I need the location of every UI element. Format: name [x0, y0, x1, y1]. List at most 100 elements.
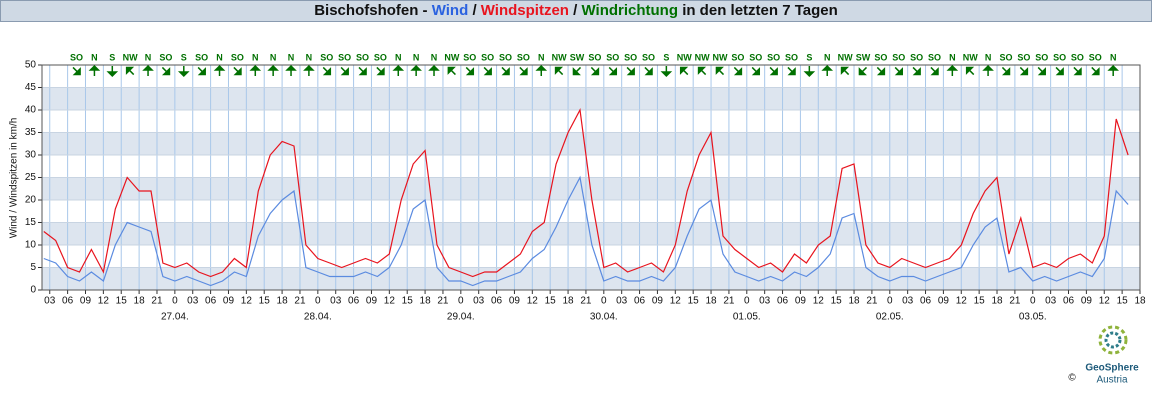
title-separator: /	[573, 2, 578, 19]
direction-arrow	[465, 66, 475, 76]
x-tick-label: 18	[277, 296, 289, 307]
x-tick-label: 21	[723, 296, 735, 307]
direction-arrow	[322, 66, 332, 76]
direction-label: N	[395, 52, 402, 62]
title-text: Bischofshofen -	[314, 2, 428, 19]
direction-label: SO	[195, 52, 208, 62]
direction-arrow	[392, 64, 405, 76]
direction-label: SO	[1089, 52, 1102, 62]
x-tick-label: 21	[1009, 296, 1021, 307]
direction-label: SO	[874, 52, 887, 62]
chart-title: Bischofshofen - Wind / Windspitzen / Win…	[0, 0, 1152, 22]
x-tick-label: 0	[315, 296, 321, 307]
day-label: 01.05.	[733, 312, 761, 323]
direction-arrow	[447, 66, 456, 76]
direction-arrow	[285, 64, 297, 76]
x-tick-label: 09	[795, 296, 807, 307]
copyright: ©	[1068, 373, 1076, 384]
direction-label: SO	[481, 52, 494, 62]
direction-label: N	[91, 52, 98, 62]
direction-arrow	[751, 66, 761, 76]
x-tick-label: 12	[956, 296, 968, 307]
day-label: 02.05.	[876, 312, 904, 323]
direction-arrow	[267, 64, 279, 76]
x-tick-label: 06	[1063, 296, 1075, 307]
direction-arrow	[501, 66, 510, 76]
y-tick-label: 5	[30, 262, 36, 273]
direction-arrow	[626, 66, 635, 76]
logo-mark	[1098, 325, 1128, 355]
direction-arrow	[358, 66, 367, 76]
x-tick-label: 12	[241, 296, 253, 307]
x-tick-label: 03	[616, 296, 628, 307]
direction-label: NW	[677, 52, 692, 62]
x-tick-label: 0	[601, 296, 607, 307]
x-tick-label: 15	[1117, 296, 1129, 307]
x-tick-label: 18	[420, 296, 432, 307]
direction-arrow	[410, 64, 422, 76]
direction-arrow	[554, 66, 564, 76]
direction-arrow	[644, 66, 653, 76]
direction-arrow	[1107, 64, 1120, 76]
direction-label: N	[824, 52, 831, 62]
direction-label: N	[288, 52, 295, 62]
direction-label: SO	[1035, 52, 1048, 62]
direction-label: NW	[123, 52, 138, 62]
direction-arrow	[679, 66, 689, 76]
direction-label: N	[538, 52, 545, 62]
direction-label: SO	[785, 52, 798, 62]
direction-arrow	[483, 66, 492, 76]
day-label: 03.05.	[1019, 312, 1047, 323]
direction-label: SO	[231, 52, 244, 62]
direction-label: SO	[624, 52, 637, 62]
direction-label: N	[270, 52, 277, 62]
x-tick-label: 06	[634, 296, 646, 307]
day-label: 29.04.	[447, 312, 475, 323]
direction-arrow	[821, 64, 834, 76]
y-tick-label: 45	[25, 82, 37, 93]
direction-arrow	[912, 66, 921, 76]
direction-label: NW	[444, 52, 459, 62]
day-label: 27.04.	[161, 312, 189, 323]
x-tick-label: 09	[652, 296, 664, 307]
x-tick-label: 12	[527, 296, 539, 307]
direction-arrow	[715, 66, 725, 76]
direction-arrow	[660, 66, 673, 78]
x-tick-label: 18	[705, 296, 717, 307]
direction-arrow	[249, 64, 262, 76]
direction-label: SO	[642, 52, 655, 62]
x-tick-label: 15	[259, 296, 271, 307]
band	[42, 132, 1140, 155]
direction-label: S	[109, 52, 115, 62]
day-label: 30.04.	[590, 312, 618, 323]
x-tick-label: 12	[98, 296, 110, 307]
direction-label: SW	[856, 52, 871, 62]
direction-arrow	[787, 66, 796, 76]
direction-arrow	[340, 66, 349, 76]
direction-arrow	[876, 66, 886, 76]
direction-label: N	[216, 52, 223, 62]
logo-name: GeoSphere	[1085, 363, 1139, 374]
plot: 03 06 09 12 15 18 21 0 03 06 09 12 15 18 21 0 03 06 09 12 15…	[25, 52, 1146, 322]
direction-label: N	[413, 52, 420, 62]
direction-label: N	[1110, 52, 1117, 62]
x-tick-label: 09	[1081, 296, 1093, 307]
y-tick-label: 50	[25, 60, 37, 71]
direction-label: N	[145, 52, 152, 62]
x-tick-label: 03	[330, 296, 342, 307]
direction-arrow	[982, 64, 994, 76]
direction-label: SO	[910, 52, 923, 62]
direction-arrow	[946, 64, 959, 76]
x-tick-label: 09	[80, 296, 92, 307]
day-label: 28.04.	[304, 312, 332, 323]
direction-label: NW	[712, 52, 727, 62]
x-tick-label: 06	[920, 296, 932, 307]
x-tick-label: 03	[1045, 296, 1057, 307]
direction-label: SO	[374, 52, 387, 62]
x-tick-label: 0	[887, 296, 893, 307]
direction-arrow	[894, 66, 903, 76]
title-direction: Windrichtung	[581, 2, 679, 19]
direction-arrow	[519, 66, 528, 76]
series-line	[43, 108, 1129, 278]
title-wind: Wind	[431, 2, 469, 19]
